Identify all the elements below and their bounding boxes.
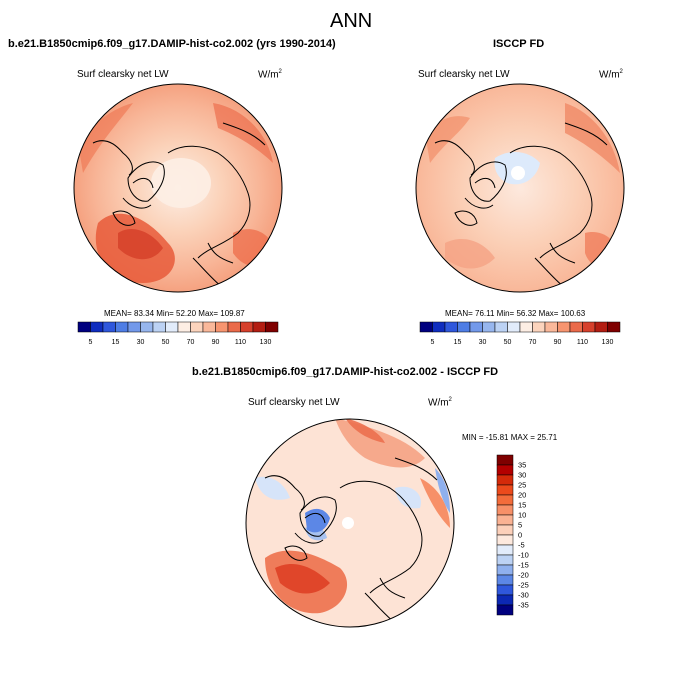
colorbar-tick-label: 25 [518, 481, 526, 490]
colorbar-tick-label: 35 [518, 461, 526, 470]
colorbar-swatch [240, 321, 254, 333]
panel-3-map [245, 418, 455, 628]
colorbar-swatch [152, 321, 166, 333]
colorbar-tick-label: 5 [431, 339, 435, 346]
colorbar-tick-label: -35 [518, 601, 529, 610]
colorbar-swatch [265, 321, 279, 333]
colorbar-swatch [496, 604, 514, 616]
panel-1-map [73, 83, 283, 293]
colorbar-swatch [215, 321, 229, 333]
colorbar-swatch [115, 321, 129, 333]
colorbar-swatch [496, 464, 514, 476]
colorbar-swatch [532, 321, 546, 333]
panel-2-units: W/m2 [599, 69, 623, 81]
colorbar-swatch [496, 454, 514, 466]
colorbar-tick-label: -10 [518, 551, 529, 560]
panel-3-units: W/m2 [428, 397, 452, 409]
colorbar-swatch [569, 321, 583, 333]
colorbar-swatch [444, 321, 458, 333]
panel-2-map [415, 83, 625, 293]
colorbar-swatch [582, 321, 596, 333]
colorbar-tick-label: 10 [518, 511, 526, 520]
panel-1-colorbar: 5 15 30 50 70 90 110 130 [77, 321, 279, 346]
colorbar-swatch [127, 321, 141, 333]
colorbar-tick-label: -30 [518, 591, 529, 600]
colorbar-tick-label: 15 [112, 339, 120, 346]
colorbar-swatch [202, 321, 216, 333]
colorbar-tick-label: 30 [137, 339, 145, 346]
colorbar-swatch [432, 321, 446, 333]
panel-1-title: b.e21.B1850cmip6.f09_g17.DAMIP-hist-co2.… [8, 38, 336, 50]
colorbar-tick-label: 70 [187, 339, 195, 346]
colorbar-swatch [496, 594, 514, 606]
colorbar-swatch [165, 321, 179, 333]
panel-2-colorbar: 5 15 30 50 70 90 110 130 [419, 321, 621, 346]
colorbar-tick-label: 130 [260, 339, 272, 346]
colorbar-swatch [177, 321, 191, 333]
colorbar-swatch [607, 321, 621, 333]
colorbar-swatch [496, 554, 514, 566]
colorbar-tick-label: 70 [529, 339, 537, 346]
panel-2-title: ISCCP FD [493, 38, 545, 50]
panel-3-stats: MIN = -15.81 MAX = 25.71 [462, 433, 558, 442]
colorbar-swatch [594, 321, 608, 333]
colorbar-swatch [496, 474, 514, 486]
colorbar-swatch [227, 321, 241, 333]
panel-1-units: W/m2 [258, 69, 282, 81]
colorbar-swatch [496, 574, 514, 586]
colorbar-tick-label: -25 [518, 581, 529, 590]
panel-3-field-label: Surf clearsky net LW [248, 397, 340, 408]
colorbar-tick-label: -20 [518, 571, 529, 580]
colorbar-swatch [496, 564, 514, 576]
colorbar-swatch [544, 321, 558, 333]
colorbar-tick-label: -15 [518, 561, 529, 570]
colorbar-swatch [77, 321, 91, 333]
colorbar-tick-label: 50 [162, 339, 170, 346]
colorbar-swatch [496, 484, 514, 496]
panel-1-stats: MEAN= 83.34 Min= 52.20 Max= 109.87 [104, 309, 245, 318]
colorbar-tick-label: 30 [479, 339, 487, 346]
colorbar-swatch [190, 321, 204, 333]
colorbar-swatch [496, 524, 514, 536]
colorbar-swatch [457, 321, 471, 333]
colorbar-swatch [496, 534, 514, 546]
colorbar-tick-label: 5 [89, 339, 93, 346]
colorbar-swatch [496, 504, 514, 516]
colorbar-swatch [557, 321, 571, 333]
colorbar-tick-label: 110 [577, 339, 588, 346]
colorbar-tick-label: 20 [518, 491, 526, 500]
colorbar-tick-label: 5 [518, 521, 522, 530]
colorbar-swatch [496, 544, 514, 556]
colorbar-tick-label: 15 [518, 501, 526, 510]
colorbar-swatch [419, 321, 433, 333]
colorbar-tick-label: 110 [235, 339, 246, 346]
colorbar-swatch [519, 321, 533, 333]
colorbar-tick-label: 130 [602, 339, 614, 346]
colorbar-swatch [140, 321, 154, 333]
colorbar-swatch [496, 514, 514, 526]
colorbar-swatch [496, 584, 514, 596]
colorbar-tick-label: 30 [518, 471, 526, 480]
panel-2-field-label: Surf clearsky net LW [418, 69, 510, 80]
colorbar-swatch [494, 321, 508, 333]
colorbar-tick-label: 50 [504, 339, 512, 346]
panel-1-region-pacific [213, 103, 273, 163]
colorbar-swatch [482, 321, 496, 333]
colorbar-swatch [102, 321, 116, 333]
colorbar-swatch [469, 321, 483, 333]
panel-3-title: b.e21.B1850cmip6.f09_g17.DAMIP-hist-co2.… [192, 366, 499, 378]
colorbar-swatch [496, 494, 514, 506]
panel-2-stats: MEAN= 76.11 Min= 56.32 Max= 100.63 [445, 309, 586, 318]
colorbar-tick-label: 90 [554, 339, 562, 346]
colorbar-tick-label: 0 [518, 531, 522, 540]
colorbar-tick-label: 90 [212, 339, 220, 346]
colorbar-swatch [507, 321, 521, 333]
colorbar-swatch [252, 321, 266, 333]
page-title: ANN [330, 10, 373, 32]
colorbar-swatch [90, 321, 104, 333]
panel-1-field-label: Surf clearsky net LW [77, 69, 169, 80]
colorbar-tick-label: -5 [518, 541, 525, 550]
colorbar-tick-label: 15 [454, 339, 462, 346]
